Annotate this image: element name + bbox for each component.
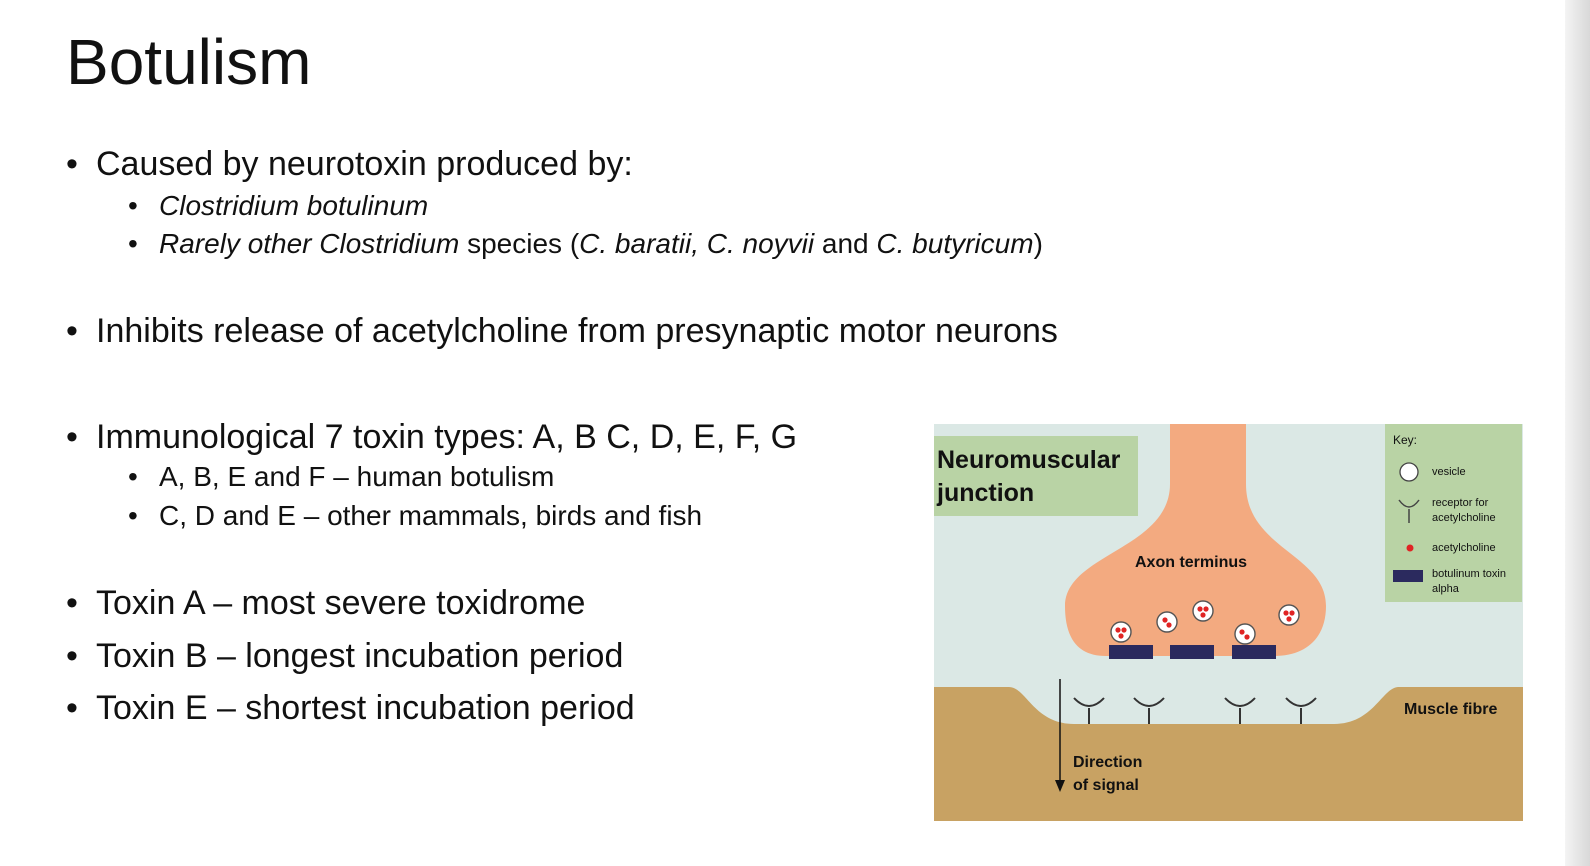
receptor-group (1073, 697, 1317, 724)
bullet-marker: • (66, 418, 78, 456)
sub-bullet-plain: and (814, 228, 877, 259)
acetylcholine-dot (1166, 622, 1172, 628)
bullet-toxin-a: • Toxin A – most severe toxidrome (66, 586, 585, 620)
window-edge (1565, 0, 1590, 866)
vesicle (1110, 621, 1132, 643)
acetylcholine-dot (1162, 617, 1168, 623)
key-vesicle-label: vesicle (1432, 466, 1466, 478)
key-receptor-line: acetylcholine (1432, 511, 1496, 524)
bullet-caused-by: • Caused by neurotoxin produced by: (66, 147, 633, 181)
acetylcholine-dot (1244, 634, 1250, 640)
vesicle (1278, 604, 1300, 626)
key-acetylcholine-label: acetylcholine (1432, 542, 1496, 554)
key-toxin-line: alpha (1432, 582, 1459, 595)
muscle-fibre-shape (934, 687, 1523, 821)
bullet-text: Inhibits release of acetylcholine from p… (96, 312, 1058, 350)
bullet-toxin-types: • Immunological 7 toxin types: A, B C, D,… (66, 420, 797, 454)
slide-title: Botulism (66, 26, 312, 98)
key-title: Key: (1393, 433, 1418, 447)
acetylcholine-dot (1286, 616, 1292, 622)
bullet-text: Toxin A – most severe toxidrome (96, 584, 586, 622)
botulinum-toxin-bar (1170, 645, 1214, 659)
key-toxin-label: botulinum toxin alpha (1432, 567, 1506, 597)
acetylcholine-dot (1239, 629, 1245, 635)
vesicle (1192, 600, 1214, 622)
key-receptor-icon (1398, 499, 1420, 523)
acetylcholine-dot (1200, 612, 1206, 618)
diagram-title-box (934, 436, 1138, 516)
axon-terminus-shape (1065, 424, 1326, 656)
bullet-toxin-e: • Toxin E – shortest incubation period (66, 691, 635, 725)
bullet-marker: • (66, 312, 78, 350)
direction-arrow-head (1055, 780, 1065, 792)
neuromuscular-junction-diagram: Neuromuscular junction Axon terminus Mus… (934, 424, 1523, 821)
sub-bullet-italic: Rarely other Clostridium (159, 228, 460, 259)
bullet-inhibits-release: • Inhibits release of acetylcholine from … (66, 314, 1058, 348)
sub-bullet-italic: C. butyricum (876, 228, 1034, 259)
sub-bullet-italic: C. baratii, C. noyvii (579, 228, 815, 259)
diagram-title-line: Neuromuscular (937, 446, 1121, 474)
vesicle-group (1110, 600, 1300, 645)
sub-bullet-plain: ) (1033, 228, 1043, 259)
direction-label-line: Direction (1073, 754, 1143, 771)
sub-bullet-marker: • (128, 190, 138, 221)
sub-bullet-text: Clostridium botulinum (159, 190, 429, 221)
bullet-marker: • (66, 145, 78, 183)
sub-bullet-marker: • (128, 228, 138, 259)
sub-bullet-plain: species ( (459, 228, 580, 259)
key-receptor-label: receptor for acetylcholine (1432, 496, 1496, 526)
key-toxin-icon (1393, 570, 1423, 582)
bullet-toxin-b: • Toxin B – longest incubation period (66, 639, 623, 673)
key-receptor-line: receptor for (1432, 497, 1489, 509)
receptor (1224, 697, 1256, 724)
acetylcholine-dot (1289, 610, 1295, 616)
vesicle (1234, 623, 1256, 645)
sub-bullet-human-botulism: • A, B, E and F – human botulism (128, 463, 554, 491)
sub-bullet-other-clostridium: • Rarely other Clostridium species (C. ba… (128, 230, 1043, 258)
acetylcholine-dot (1115, 627, 1121, 633)
direction-of-signal-label: Direction of signal (1073, 751, 1142, 797)
bullet-marker: • (66, 584, 78, 622)
key-box: Key: vesicle receptor for acetylcholine … (1385, 424, 1522, 602)
bullet-text: Caused by neurotoxin produced by: (96, 145, 633, 183)
acetylcholine-dot (1203, 606, 1209, 612)
vesicle (1156, 611, 1178, 633)
sub-bullet-marker: • (128, 461, 138, 492)
diagram-title: Neuromuscular junction (937, 444, 1120, 510)
receptor (1285, 697, 1317, 724)
acetylcholine-dot (1118, 633, 1124, 639)
direction-label-line: of signal (1073, 777, 1139, 794)
muscle-fibre-label: Muscle fibre (1404, 701, 1498, 718)
bullet-marker: • (66, 637, 78, 675)
key-toxin-line: botulinum toxin (1432, 568, 1506, 580)
acetylcholine-dot (1121, 627, 1127, 633)
botulinum-toxin-bar (1232, 645, 1276, 659)
acetylcholine-dot (1197, 606, 1203, 612)
key-symbols (1393, 462, 1423, 582)
receptor (1073, 697, 1105, 724)
bullet-text: Toxin B – longest incubation period (96, 637, 624, 675)
bullet-text: Toxin E – shortest incubation period (96, 689, 635, 727)
bullet-marker: • (66, 689, 78, 727)
key-acetylcholine-icon (1406, 544, 1414, 552)
sub-bullet-text: A, B, E and F – human botulism (159, 461, 555, 492)
acetylcholine-dot (1283, 610, 1289, 616)
axon-terminus-label: Axon terminus (1135, 554, 1248, 571)
botulinum-toxin-bar (1109, 645, 1153, 659)
sub-bullet-other-animals: • C, D and E – other mammals, birds and f… (128, 502, 702, 530)
sub-bullet-marker: • (128, 500, 138, 531)
key-vesicle-icon (1399, 462, 1419, 482)
sub-bullet-clostridium-botulinum: • Clostridium botulinum (128, 192, 428, 220)
bullet-text: Immunological 7 toxin types: A, B C, D, … (96, 418, 798, 456)
receptor (1133, 697, 1165, 724)
diagram-title-line: junction (937, 479, 1035, 507)
sub-bullet-text: C, D and E – other mammals, birds and fi… (159, 500, 703, 531)
